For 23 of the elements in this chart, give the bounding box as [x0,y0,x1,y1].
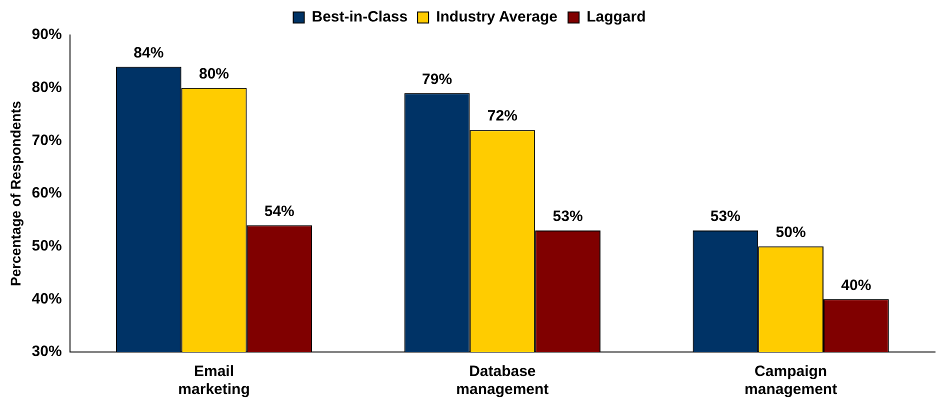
x-tick-label: Campaign management [744,363,838,398]
data-label: 40% [841,276,872,294]
data-label: 84% [134,44,164,62]
x-tick-label: Email marketing [178,363,250,398]
y-tick-label: 80% [32,78,62,96]
data-label: 80% [199,65,230,82]
data-label: 53% [710,208,740,226]
legend-label: Laggard [586,8,646,26]
data-label: 53% [552,208,583,226]
legend-label: Best-in-Class [312,8,408,26]
y-tick-label: 40% [32,290,62,308]
legend-label: Industry Average [436,8,558,26]
y-tick-label: 50% [32,237,62,254]
data-label: 72% [487,108,518,125]
y-tick-label: 60% [32,184,62,202]
data-label: 50% [776,224,806,241]
data-label: 54% [264,202,294,220]
y-tick-label: 70% [32,132,62,149]
y-axis-title: Percentage of Respondents [7,100,24,286]
x-tick-label: Database management [456,363,549,398]
data-label: 79% [422,70,452,88]
y-tick-label: 90% [32,26,62,44]
y-tick-label: 30% [32,343,62,360]
